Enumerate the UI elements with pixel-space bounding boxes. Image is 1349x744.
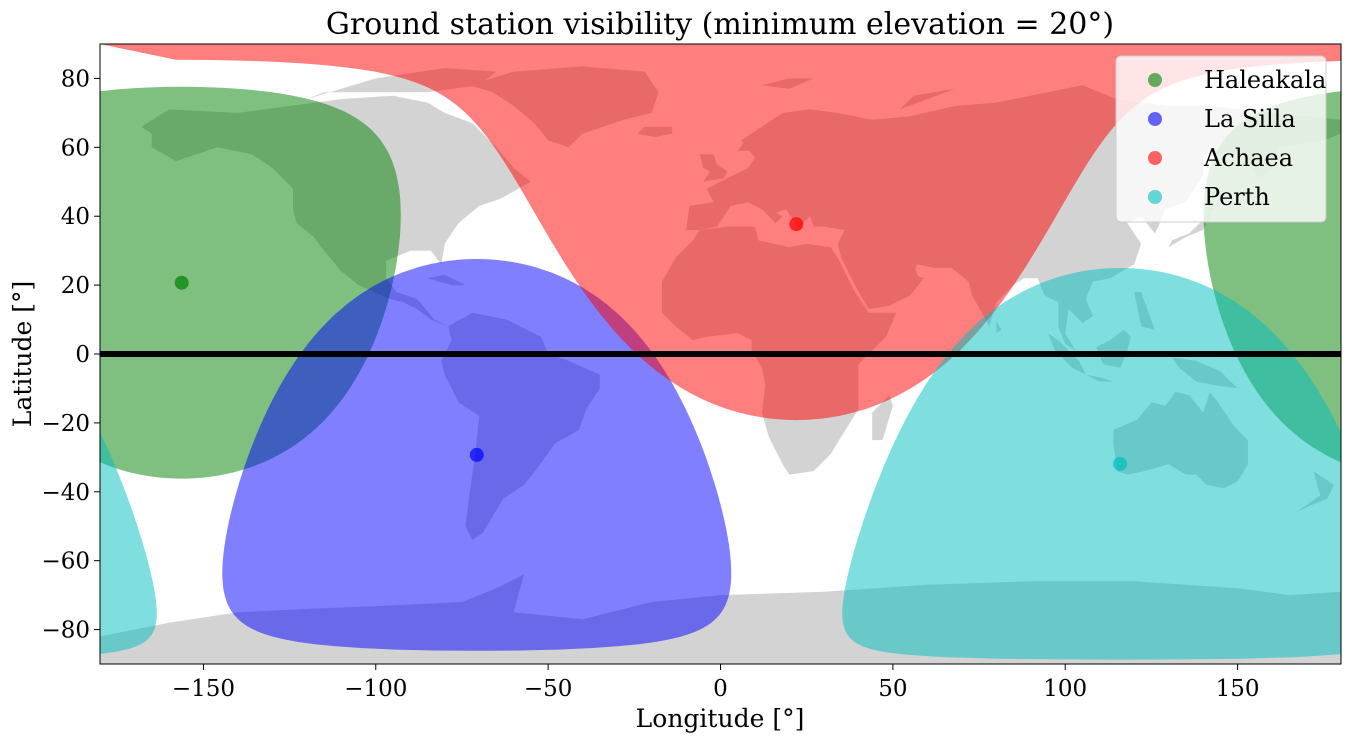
coverage-perth: [842, 268, 1341, 660]
x-tick-label: −150: [172, 676, 235, 702]
y-tick-label: −60: [41, 549, 90, 575]
x-axis-ticks: −150 −100 −50 0 50 100 150: [172, 664, 1260, 702]
x-tick-label: −100: [344, 676, 407, 702]
y-tick-label: 40: [61, 204, 90, 230]
x-tick-label: 50: [878, 676, 907, 702]
landmass-madagascar: [872, 395, 893, 441]
coverage-achaea: [100, 44, 1341, 421]
legend: Haleakala La Silla Achaea Perth: [1115, 55, 1327, 223]
x-tick-label: 0: [713, 676, 728, 702]
legend-marker-achaea: [1148, 151, 1162, 165]
station-marker-achaea: [789, 217, 804, 232]
legend-marker-perth: [1148, 190, 1162, 204]
plot-area: [100, 44, 1341, 664]
y-tick-label: −80: [41, 618, 90, 644]
legend-marker-la-silla: [1148, 112, 1162, 126]
x-axis-label: Longitude [°]: [636, 704, 805, 733]
station-marker-perth: [1113, 456, 1128, 471]
legend-label-perth: Perth: [1204, 183, 1270, 211]
y-tick-label: 80: [61, 66, 90, 92]
coverage-perth: [100, 432, 157, 654]
y-tick-label: 60: [61, 135, 90, 161]
y-tick-label: −40: [41, 480, 90, 506]
station-marker-haleakala: [174, 275, 189, 290]
y-axis-ticks: −80 −60 −40 −20 0 20 40 60 80: [41, 66, 100, 644]
y-tick-label: 20: [61, 273, 90, 299]
x-tick-label: −50: [524, 676, 573, 702]
legend-box: [1115, 55, 1327, 223]
y-tick-label: 0: [75, 342, 90, 368]
legend-marker-haleakala: [1148, 73, 1162, 87]
station-marker-la-silla: [469, 447, 484, 462]
y-axis-label: Latitude [°]: [8, 281, 37, 427]
x-tick-label: 150: [1216, 676, 1260, 702]
x-tick-label: 100: [1043, 676, 1087, 702]
legend-label-la-silla: La Silla: [1204, 105, 1296, 133]
legend-label-achaea: Achaea: [1203, 144, 1293, 172]
y-tick-label: −20: [41, 411, 90, 437]
legend-label-haleakala: Haleakala: [1204, 66, 1326, 94]
chart-title: Ground station visibility (minimum eleva…: [326, 7, 1114, 42]
station-markers: [174, 217, 1128, 471]
